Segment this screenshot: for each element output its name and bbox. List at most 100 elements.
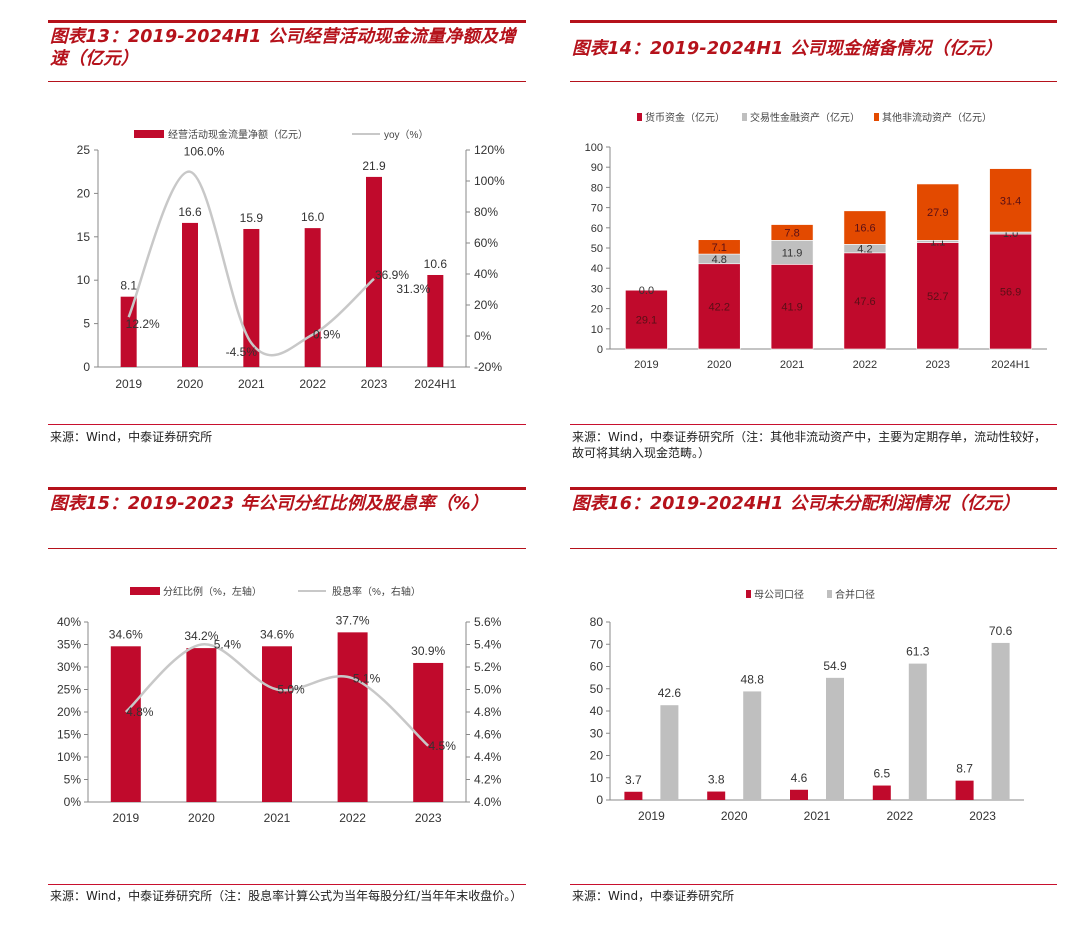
bar-data-label: 42.2 <box>709 301 730 313</box>
title-top-rule <box>570 487 1057 490</box>
y-tick-label: 80 <box>590 615 604 629</box>
y-tick-label: 10 <box>591 324 603 336</box>
y-tick-label: 90 <box>591 162 603 174</box>
yoy-line <box>127 170 375 357</box>
chart13-source: 来源：Wind，中泰证券研究所 <box>50 430 213 444</box>
source-rule <box>570 424 1057 425</box>
y-tick-label: 100 <box>585 142 603 154</box>
line-data-label: 106.0% <box>184 145 225 159</box>
stacked-bar-segment <box>697 263 741 350</box>
bar-data-label: 70.6 <box>989 624 1013 638</box>
legend-label: 母公司口径 <box>754 588 804 601</box>
legend-swatch <box>134 130 164 138</box>
bar-data-label: 54.9 <box>823 659 847 673</box>
y-tick-label: 0 <box>597 344 603 356</box>
title-bottom-rule <box>48 81 526 82</box>
bar-data-label: 4.8 <box>712 254 727 266</box>
x-tick-label: 2022 <box>339 811 366 825</box>
source-rule <box>570 884 1057 885</box>
bar <box>624 791 643 800</box>
y-tick-label-right: 4.0% <box>474 795 502 809</box>
chart15-title: 图表15：2019-2023 年公司分红比例及股息率（%） <box>50 494 489 514</box>
bar <box>872 785 891 800</box>
legend-label: 分红比例（%，左轴） <box>163 585 262 598</box>
y-tick-label: 40 <box>591 263 603 275</box>
y-tick-label-left: 5 <box>83 317 90 331</box>
bar <box>186 648 217 802</box>
x-tick-label: 2021 <box>264 811 291 825</box>
stacked-bar-segment <box>916 242 960 350</box>
y-tick-label: 60 <box>590 660 604 674</box>
bar-data-label: 8.7 <box>956 762 973 776</box>
y-tick-label: 50 <box>590 682 604 696</box>
bar-data-label: 34.2% <box>184 629 218 643</box>
x-tick-label: 2020 <box>721 809 748 823</box>
bar-data-label: 27.9 <box>927 207 948 219</box>
bar <box>427 274 444 367</box>
legend-label: 合并口径 <box>835 588 875 601</box>
bar-data-label: 15.9 <box>240 211 264 225</box>
y-tick-label: 30 <box>591 283 603 295</box>
x-tick-label: 2020 <box>177 377 204 391</box>
chart14-source: 来源：Wind，中泰证券研究所（注：其他非流动资产中，主要为定期存单，流动性较好… <box>572 430 1047 460</box>
bar-data-label: 34.6% <box>260 627 294 641</box>
y-tick-label: 60 <box>591 223 603 235</box>
bar-data-label: 29.1 <box>636 315 657 327</box>
y-tick-label: 70 <box>591 203 603 215</box>
y-tick-label-right: 5.6% <box>474 615 502 629</box>
bar <box>991 642 1010 800</box>
title-top-rule <box>48 20 526 23</box>
x-tick-label: 2019 <box>634 359 658 371</box>
x-tick-label: 2022 <box>853 359 877 371</box>
bar-data-label: 30.9% <box>411 644 445 658</box>
stacked-bar-segment <box>989 233 1032 350</box>
line-data-label: 4.5% <box>429 739 457 753</box>
panel-chart15: 图表15：2019-2023 年公司分红比例及股息率（%） 分红比例（%，左轴）… <box>48 487 526 927</box>
bar <box>826 677 844 800</box>
bar <box>660 705 679 800</box>
stacked-bar-segment <box>625 289 668 350</box>
y-tick-label-right: 5.2% <box>474 660 502 674</box>
y-tick-label-left: 0 <box>83 360 90 374</box>
bar-data-label: 8.1 <box>120 279 137 293</box>
y-tick-label-left: 10% <box>57 750 81 764</box>
y-tick-label-right: 120% <box>474 143 505 157</box>
x-tick-label: 2024H1 <box>414 377 456 391</box>
line-data-label: 31.3% <box>396 282 430 296</box>
y-tick-label-left: 35% <box>57 638 81 652</box>
bar <box>262 646 292 802</box>
y-tick-label: 30 <box>590 726 604 740</box>
title-top-rule <box>570 20 1057 23</box>
bar-data-label: 16.0 <box>301 210 325 224</box>
y-tick-label-left: 10 <box>77 273 91 287</box>
panel-chart16: 图表16：2019-2024H1 公司未分配利润情况（亿元） 母公司口径 合并口径… <box>570 487 1057 927</box>
y-tick-label-right: 4.8% <box>474 705 502 719</box>
y-tick-label-left: 20 <box>77 186 91 200</box>
bar-data-label: 42.6 <box>658 686 682 700</box>
line-data-label: 36.9% <box>375 268 409 282</box>
line-data-label: 0.9% <box>313 328 341 342</box>
legend-label: 其他非流动资产（亿元） <box>882 111 992 124</box>
y-tick-label-right: 40% <box>474 267 498 281</box>
bar-data-label: 3.7 <box>625 773 642 787</box>
bar <box>243 228 260 367</box>
title-bottom-rule <box>570 548 1057 549</box>
line-data-label: 5.1% <box>353 671 381 685</box>
y-tick-label: 70 <box>590 637 604 651</box>
stacked-bar-segment <box>916 183 960 241</box>
bar-data-label: 16.6 <box>178 205 202 219</box>
bar-data-label: 7.8 <box>784 227 799 239</box>
y-tick-label: 20 <box>590 749 604 763</box>
x-tick-label: 2022 <box>299 377 326 391</box>
x-tick-label: 2021 <box>238 377 265 391</box>
x-tick-label: 2023 <box>926 359 950 371</box>
bar <box>707 791 726 800</box>
panel-chart13: 图表13：2019-2024H1 公司经营活动现金流量净额及增速（亿元） 经营活… <box>48 20 526 460</box>
y-tick-label-left: 40% <box>57 615 81 629</box>
y-tick-label: 50 <box>591 243 603 255</box>
bar-data-label: 3.8 <box>708 773 725 787</box>
bar-data-label: 47.6 <box>854 296 875 308</box>
y-tick-label-right: 20% <box>474 298 498 312</box>
x-tick-label: 2023 <box>361 377 388 391</box>
x-tick-label: 2024H1 <box>991 359 1030 371</box>
